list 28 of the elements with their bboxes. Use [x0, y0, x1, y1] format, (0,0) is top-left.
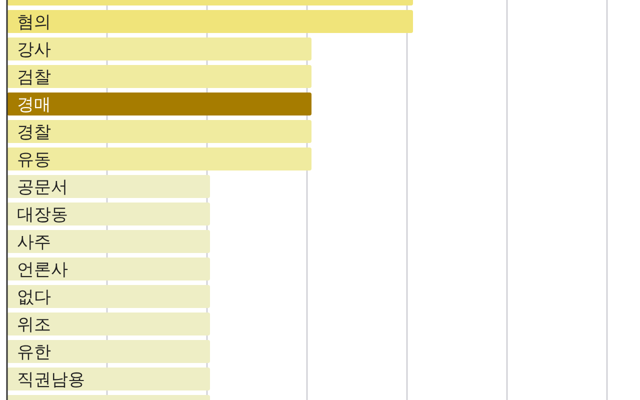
bar: 경찰	[7, 120, 312, 143]
y-tick-label: 유한	[17, 342, 51, 362]
y-tick-label: 없다	[17, 288, 51, 308]
y-tick-label: 공문서	[17, 178, 68, 198]
bar: 직권남용	[7, 368, 210, 390]
bar: 사주	[7, 230, 210, 253]
bar: 혐의	[7, 10, 413, 33]
y-tick-label: 검찰	[17, 68, 51, 88]
y-tick-label: 언론사	[17, 260, 68, 280]
y-tick-label: 위조	[17, 315, 51, 335]
bar: 강사	[7, 38, 312, 60]
bar: 유한	[7, 340, 210, 363]
y-tick-label: 직권남용	[17, 370, 85, 390]
y-tick-label: 대장동	[17, 205, 68, 225]
bar: 언론사	[7, 258, 210, 280]
y-tick-label: 경찰	[17, 122, 51, 142]
y-tick-label: 유동	[17, 150, 51, 170]
y-tick-label: 사주	[17, 232, 51, 252]
bar: 위조	[7, 312, 210, 336]
bar: 검찰	[7, 65, 312, 88]
y-tick-label: 경매	[17, 95, 51, 115]
bar: 유동	[7, 148, 312, 170]
y-tick-label: 강사	[17, 40, 51, 60]
bar: 없다	[7, 285, 210, 308]
bar: 경매	[7, 92, 312, 116]
bar: 공문서	[7, 175, 210, 198]
bar: 대장동	[7, 202, 210, 226]
y-tick-label: 혐의	[17, 12, 51, 32]
